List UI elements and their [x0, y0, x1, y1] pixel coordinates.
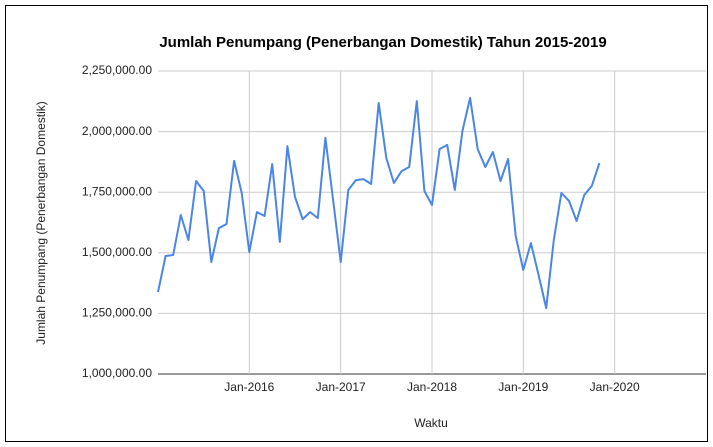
y-tick-label: 1,000,000.00: [82, 366, 152, 380]
x-tick-label: Jan-2018: [407, 380, 457, 394]
y-tick-label: 2,250,000.00: [82, 63, 152, 77]
chart-title: Jumlah Penumpang (Penerbangan Domestik) …: [159, 34, 606, 51]
x-tick-label: Jan-2016: [224, 380, 274, 394]
data-line: [157, 96, 601, 310]
x-tick-label: Jan-2019: [498, 380, 548, 394]
chart-border: [5, 5, 708, 442]
y-axis-label: Jumlah Penumpang (Penerbangan Domestik): [34, 101, 48, 344]
x-axis-label: Waktu: [414, 416, 448, 430]
x-tick-label: Jan-2017: [316, 380, 366, 394]
y-tick-label: 1,750,000.00: [82, 184, 152, 198]
x-tick-label: Jan-2020: [590, 380, 640, 394]
y-tick-label: 1,250,000.00: [82, 306, 152, 320]
y-tick-label: 2,000,000.00: [82, 124, 152, 138]
y-tick-label: 1,500,000.00: [82, 245, 152, 259]
